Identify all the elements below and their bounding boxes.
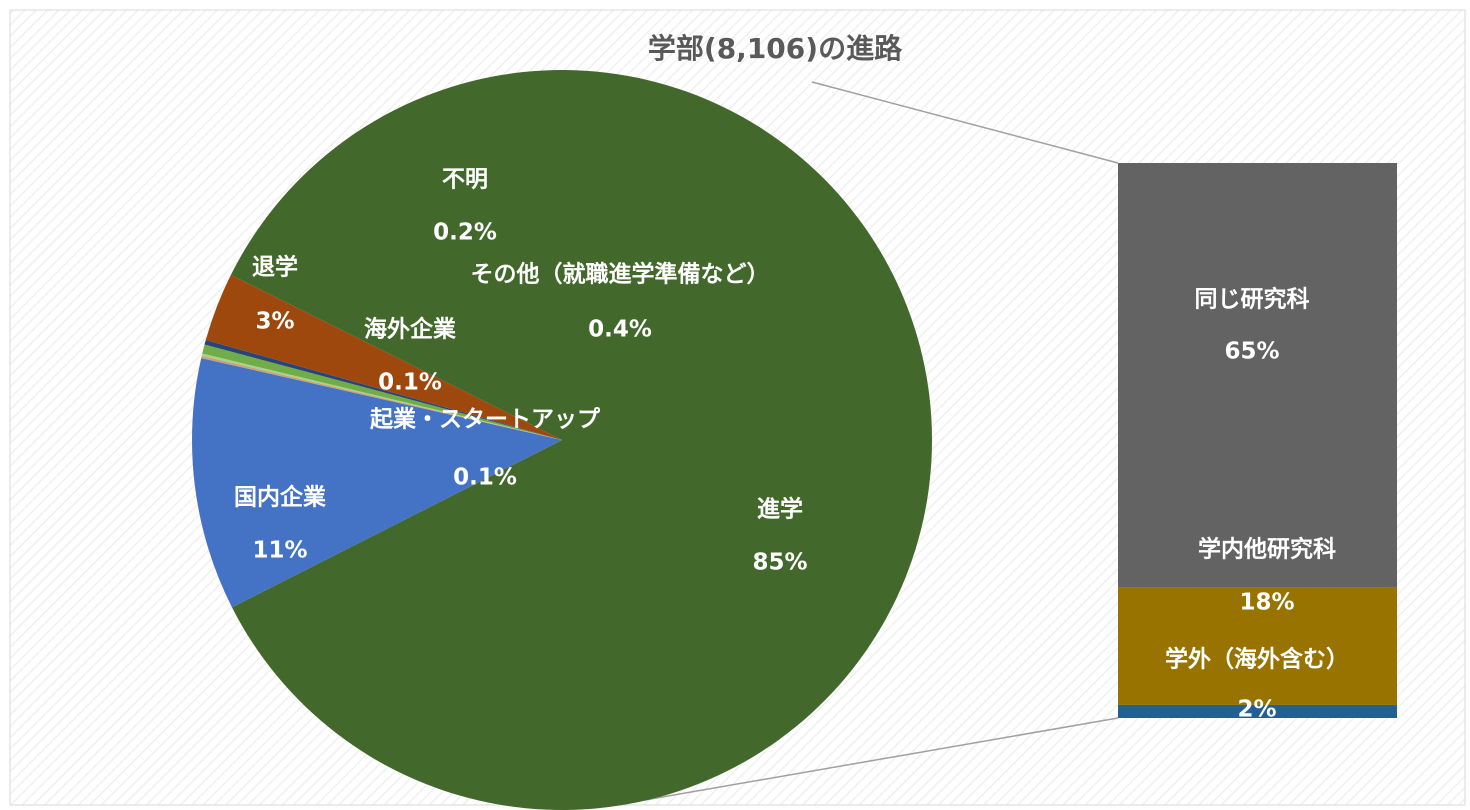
segment-value: 2% bbox=[1237, 697, 1276, 723]
pie-slice bbox=[191, 358, 562, 608]
connector bbox=[811, 81, 1119, 164]
pie-slice bbox=[201, 355, 562, 440]
segment-value: 18% bbox=[1239, 590, 1294, 616]
slice-label: 起業・スタートアップ bbox=[370, 406, 601, 433]
segment-label: 学内他研究科 bbox=[1198, 536, 1336, 563]
slice-value: 0.4% bbox=[588, 317, 652, 343]
slice-label: 不明 bbox=[442, 167, 488, 193]
segment-label: 同じ研究科 bbox=[1195, 286, 1310, 313]
slice-label: 進学 bbox=[757, 496, 803, 523]
slice-value: 11% bbox=[252, 538, 307, 564]
pie-slice bbox=[202, 344, 562, 440]
slice-label: その他（就職進学準備など） bbox=[471, 261, 770, 288]
pie-slice bbox=[205, 274, 562, 440]
slice-label: 国内企業 bbox=[234, 484, 327, 511]
slice-label: 海外企業 bbox=[364, 316, 457, 343]
slice-value: 3% bbox=[255, 309, 294, 335]
slice-label: 退学 bbox=[252, 254, 298, 281]
slice-value: 0.2% bbox=[433, 220, 497, 246]
bar-segment bbox=[1118, 704, 1397, 718]
pie-slice bbox=[201, 353, 562, 440]
slice-value: 0.1% bbox=[378, 370, 442, 396]
slice-value: 0.1% bbox=[453, 465, 517, 491]
segment-label: 学外（海外含む） bbox=[1165, 646, 1349, 673]
pie-slice bbox=[204, 340, 563, 440]
bar-segment bbox=[1118, 163, 1397, 588]
pie-slice bbox=[230, 70, 933, 810]
chart-title: 学部(8,106)の進路 bbox=[648, 32, 903, 65]
segment-value: 65% bbox=[1224, 339, 1279, 365]
bar-segment bbox=[1118, 587, 1397, 705]
slice-value: 85% bbox=[752, 550, 807, 576]
connector bbox=[644, 717, 1119, 801]
